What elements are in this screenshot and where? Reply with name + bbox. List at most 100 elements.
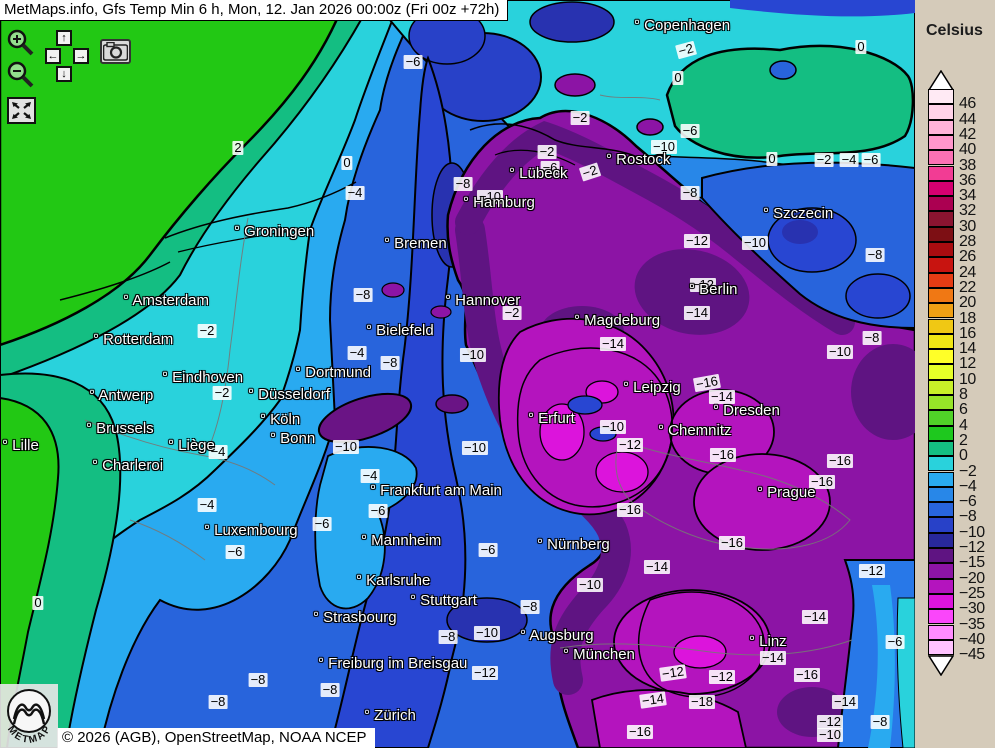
colorbar-tick-label: 36 bbox=[959, 171, 976, 189]
city-label: ° Bielefeld bbox=[366, 322, 434, 339]
temp-contour-label: −4 bbox=[197, 497, 217, 512]
camera-icon bbox=[103, 42, 128, 61]
temp-contour-label: −14 bbox=[708, 389, 736, 404]
temp-contour-label: −12 bbox=[616, 437, 644, 452]
zoom-in-button[interactable] bbox=[6, 28, 36, 65]
temp-contour-label: −8 bbox=[320, 682, 340, 697]
arrow-down-icon: ↓ bbox=[61, 67, 67, 80]
city-label: ° Chemnitz bbox=[658, 422, 732, 439]
metmaps-logo[interactable]: METMAPS bbox=[0, 676, 58, 748]
city-label: ° Prague bbox=[757, 484, 816, 501]
temp-contour-label: −2 bbox=[570, 110, 590, 125]
city-label: ° Stuttgart bbox=[410, 592, 477, 609]
colorbar-cell bbox=[928, 639, 954, 656]
pan-up-button[interactable]: ↑ bbox=[56, 30, 72, 46]
colorbar-cell bbox=[928, 318, 954, 334]
temp-contour-label: −8 bbox=[380, 355, 400, 370]
temp-contour-label: −2 bbox=[212, 385, 232, 400]
city-label: ° Frankfurt am Main bbox=[370, 482, 502, 499]
colorbar-tick-label: 34 bbox=[959, 187, 976, 205]
metmaps-logo-icon: METMAPS bbox=[0, 676, 58, 748]
colorbar-tick-label: 6 bbox=[959, 401, 968, 419]
colorbar-cell bbox=[928, 119, 954, 135]
colorbar-cell bbox=[928, 486, 954, 503]
colorbar-tick-label: 28 bbox=[959, 233, 976, 250]
city-label: ° Köln bbox=[260, 411, 301, 428]
temp-contour-label: −16 bbox=[826, 453, 854, 468]
temp-contour-label: −16 bbox=[709, 447, 737, 462]
colorbar-cell bbox=[928, 395, 954, 411]
page-title: MetMaps.info, Gfs Temp Min 6 h, Mon, 12.… bbox=[4, 1, 500, 18]
colorbar-tick-label: −35 bbox=[959, 615, 985, 633]
colorbar-cell bbox=[928, 211, 954, 227]
temp-contour-label: −4 bbox=[208, 444, 228, 459]
temp-contour-label: −8 bbox=[353, 287, 373, 302]
temp-contour-label: 0 bbox=[766, 151, 778, 166]
temp-contour-label: −10 bbox=[459, 347, 487, 362]
colorbar-cell bbox=[928, 196, 954, 212]
temp-contour-label: −12 bbox=[816, 714, 844, 729]
city-label: ° Freiburg im Breisgau bbox=[318, 655, 468, 672]
city-label: ° Strasbourg bbox=[313, 609, 397, 626]
temp-contour-label: −16 bbox=[793, 667, 821, 682]
arrow-right-icon: → bbox=[75, 49, 87, 62]
colorbar-cell bbox=[928, 257, 954, 273]
temp-contour-label: 2 bbox=[232, 140, 244, 155]
colorbar-cell bbox=[928, 456, 954, 472]
city-label: ° Berlin bbox=[689, 281, 738, 298]
copyright-text: © 2026 (AGB), OpenStreetMap, NOAA NCEP bbox=[62, 729, 367, 746]
city-label: ° Dresden bbox=[713, 402, 780, 419]
temp-contour-label: −8 bbox=[438, 629, 458, 644]
colorbar-cell bbox=[928, 364, 954, 380]
temp-contour-label: −6 bbox=[368, 503, 388, 518]
city-label: ° Brussels bbox=[86, 420, 154, 437]
map-canvas[interactable]: −6 −2 0 0 2 0 −2 −6 −10 −2 0 −2 −4 −6 −2 −6 −8 −10 −8 −4 −8−… bbox=[0, 0, 915, 748]
colorbar-cell bbox=[928, 165, 954, 181]
temp-contour-label: −4 bbox=[360, 468, 380, 483]
colorbar-tick-label: −2 bbox=[959, 462, 977, 480]
zoom-out-icon bbox=[7, 61, 34, 88]
colorbar-tick-label: −4 bbox=[959, 477, 977, 495]
temp-contour-label: −10 bbox=[816, 727, 844, 742]
colorbar-tick-label: 38 bbox=[959, 156, 976, 174]
temp-contour-label: −6 bbox=[403, 54, 423, 69]
zoom-out-button[interactable] bbox=[6, 60, 36, 97]
colorbar-cell bbox=[928, 593, 954, 610]
city-label: ° Szczecin bbox=[763, 205, 834, 222]
pan-down-button[interactable]: ↓ bbox=[56, 66, 72, 82]
temp-contour-label: −8 bbox=[680, 185, 700, 200]
city-label: ° Düsseldorf bbox=[248, 386, 330, 403]
temp-contour-label: −14 bbox=[643, 559, 671, 574]
pan-right-button[interactable]: → bbox=[73, 48, 89, 64]
city-label: ° Lille bbox=[2, 437, 39, 454]
colorbar-cell bbox=[928, 578, 954, 594]
temp-contour-label: −16 bbox=[616, 502, 644, 517]
temp-contour-label: −2 bbox=[537, 144, 557, 159]
snapshot-button[interactable] bbox=[100, 39, 131, 64]
temp-contour-label: −10 bbox=[473, 625, 501, 640]
city-label: ° Augsburg bbox=[520, 627, 594, 644]
colorbar-cell bbox=[928, 89, 954, 105]
colorbar-cell bbox=[928, 609, 954, 625]
temp-contour-label: −6 bbox=[540, 160, 560, 175]
colorbar-cell bbox=[928, 180, 954, 197]
colorbar-cell bbox=[928, 333, 954, 350]
temp-contour-label: −8 bbox=[862, 330, 882, 345]
colorbar-cell bbox=[928, 150, 954, 166]
temp-contour-label: −14 bbox=[801, 609, 829, 624]
city-label: ° Rostock bbox=[606, 151, 671, 168]
colorbar-tick-label: −45 bbox=[959, 646, 985, 664]
expand-icon bbox=[12, 102, 31, 119]
fullscreen-button[interactable] bbox=[7, 97, 36, 124]
city-label: ° Bonn bbox=[270, 430, 316, 447]
temp-contour-label: −14 bbox=[831, 694, 859, 709]
colorbar-tick-label: −10 bbox=[959, 523, 985, 541]
colorbar-tick-label: −6 bbox=[959, 493, 977, 511]
pan-left-button[interactable]: ← bbox=[45, 48, 61, 64]
city-label: ° Luxembourg bbox=[204, 522, 298, 539]
city-label: ° Mannheim bbox=[361, 532, 442, 549]
city-label: ° Bremen bbox=[384, 235, 447, 252]
temp-contour-label: −8 bbox=[208, 694, 228, 709]
city-label: ° Groningen bbox=[234, 223, 315, 240]
temp-contour-label: −10 bbox=[476, 189, 504, 204]
